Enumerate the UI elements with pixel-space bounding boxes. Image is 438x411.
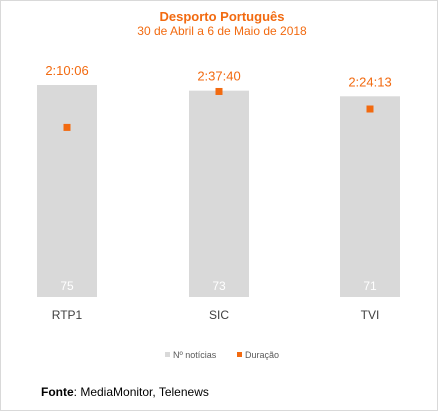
duration-marker-tvi	[366, 105, 374, 113]
legend-label-duration: Duração	[245, 350, 279, 360]
chart-subtitle: 30 de Abril a 6 de Maio de 2018	[137, 24, 307, 38]
bar-sic	[189, 90, 249, 297]
duration-marker-sic	[215, 87, 223, 95]
count-label-rtp1: 75	[60, 279, 74, 293]
count-label-tvi: 71	[363, 279, 377, 293]
category-label-tvi: TVI	[361, 308, 380, 322]
source-note: Fonte: MediaMonitor, Telenews	[41, 385, 209, 399]
category-label-sic: SIC	[209, 308, 229, 322]
duration-label-tvi: 2:24:13	[348, 74, 391, 89]
chart-legend: Nº notícias Duração	[165, 350, 279, 360]
category-label-rtp1: RTP1	[52, 308, 83, 322]
bar-tvi	[340, 96, 400, 297]
legend-swatch-duration	[237, 352, 242, 357]
legend-swatch-count	[165, 352, 170, 357]
chart-title: Desporto Português	[160, 9, 285, 24]
chart-marks: 75 2:10:06 RTP1 73 2:37:40 SIC 71 2:24:13 TVI	[37, 63, 400, 322]
duration-label-sic: 2:37:40	[197, 69, 240, 84]
source-label: Fonte	[41, 385, 74, 399]
duration-label-rtp1: 2:10:06	[45, 63, 88, 78]
count-label-sic: 73	[212, 279, 226, 293]
duration-marker-rtp1	[63, 123, 71, 131]
source-text: : MediaMonitor, Telenews	[73, 385, 209, 399]
legend-label-count: Nº notícias	[173, 350, 217, 360]
bar-rtp1	[37, 85, 97, 297]
